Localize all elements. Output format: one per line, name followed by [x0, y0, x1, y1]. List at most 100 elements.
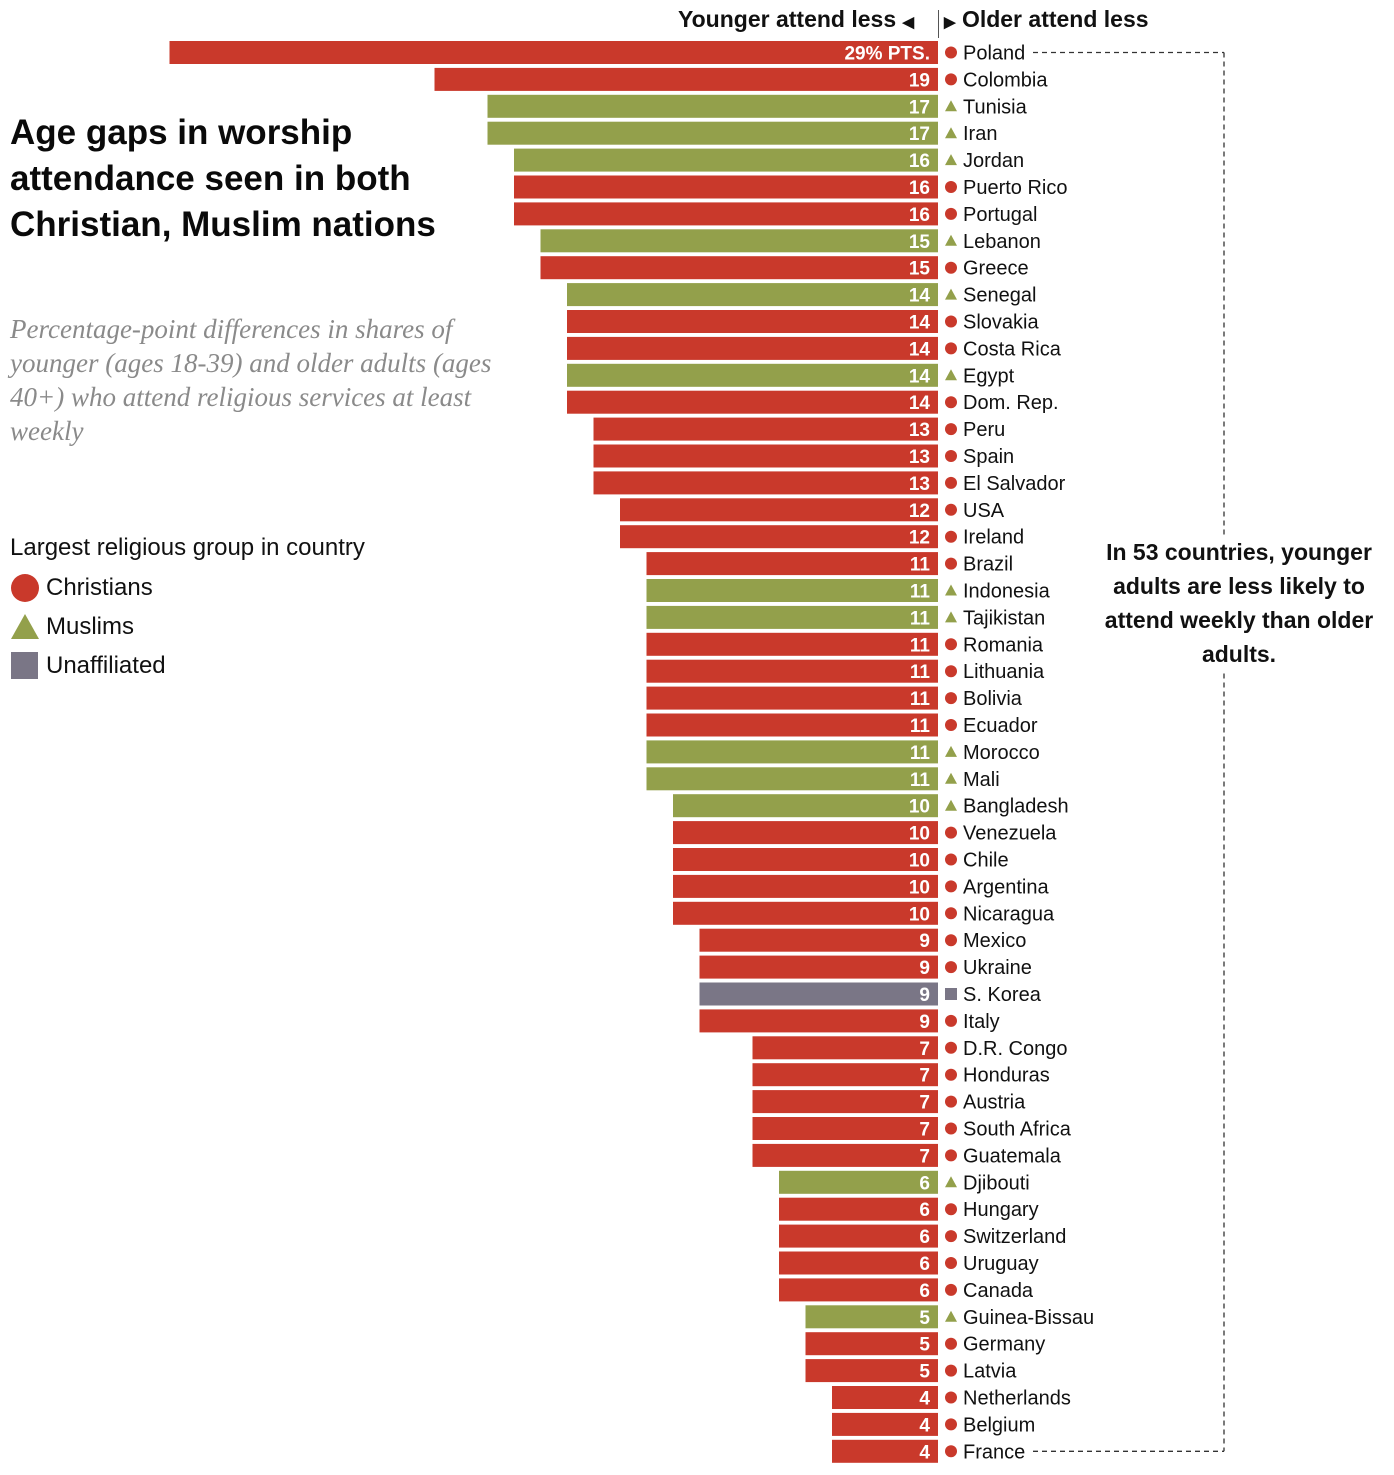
- value-label: 9: [919, 985, 930, 1006]
- bar: [620, 525, 938, 549]
- country-label: Spain: [963, 446, 1014, 468]
- legend: Largest religious group in country Chris…: [10, 534, 365, 685]
- country-label: Colombia: [963, 69, 1048, 91]
- annotation: In 53 countries, younger adults are less…: [1086, 535, 1392, 671]
- bar: [779, 1224, 938, 1248]
- christian-marker: [945, 853, 957, 866]
- muslim-marker: [945, 799, 957, 811]
- bar: [487, 121, 938, 145]
- value-label: 11: [910, 635, 931, 656]
- bar: [169, 41, 938, 64]
- christian-marker: [945, 423, 957, 436]
- bar: [514, 202, 938, 226]
- country-label: Lebanon: [963, 231, 1041, 253]
- country-label: Venezuela: [963, 823, 1057, 845]
- country-label: Jordan: [963, 150, 1024, 172]
- country-label: Nicaragua: [963, 903, 1055, 925]
- country-label: Brazil: [963, 554, 1013, 576]
- country-label: Bangladesh: [963, 796, 1069, 818]
- christian-marker: [945, 476, 957, 489]
- muslim-marker: [945, 234, 957, 246]
- bar: [646, 579, 938, 602]
- value-label: 5: [919, 1362, 930, 1383]
- circle-icon: [10, 573, 40, 603]
- bar: [673, 848, 938, 871]
- christian-marker: [945, 73, 957, 86]
- value-label: 9: [919, 958, 930, 979]
- value-label: 13: [909, 474, 930, 495]
- country-label: Djibouti: [963, 1172, 1030, 1194]
- value-label: 4: [919, 1389, 930, 1410]
- value-label: 9: [919, 931, 930, 952]
- bar: [646, 659, 938, 683]
- bar: [673, 901, 938, 925]
- country-label: Portugal: [963, 204, 1038, 226]
- chart-subtitle: Percentage-point differences in shares o…: [10, 314, 492, 446]
- value-label: 6: [919, 1200, 930, 1221]
- muslim-marker: [945, 1176, 957, 1188]
- christian-marker: [945, 1391, 957, 1404]
- christian-marker: [945, 907, 957, 920]
- value-label: 17: [909, 124, 930, 145]
- value-label: 4: [919, 1442, 930, 1463]
- christian-marker: [945, 342, 957, 355]
- christian-marker: [945, 1364, 957, 1377]
- christian-marker: [945, 503, 957, 516]
- bar: [699, 955, 938, 979]
- value-label: 15: [909, 232, 931, 253]
- christian-marker: [945, 1068, 957, 1081]
- country-label: Ireland: [963, 527, 1024, 549]
- bar: [752, 1090, 938, 1114]
- bar: [699, 928, 938, 952]
- value-label: 14: [909, 286, 931, 307]
- value-label: 12: [909, 501, 930, 522]
- bar: [567, 310, 938, 333]
- legend-item-muslims: Muslims: [10, 607, 365, 646]
- value-label: 7: [919, 1146, 930, 1167]
- christian-marker: [945, 530, 957, 543]
- bar: [832, 1386, 938, 1409]
- bar: [540, 229, 938, 253]
- bar: [673, 874, 938, 898]
- value-label: 10: [909, 824, 930, 845]
- bar: [779, 1251, 938, 1275]
- legend-item-unaffiliated: Unaffiliated: [10, 646, 365, 685]
- value-label: 10: [909, 851, 930, 872]
- muslim-marker: [945, 772, 957, 784]
- country-label: Belgium: [963, 1414, 1035, 1436]
- christian-marker: [945, 719, 957, 731]
- bar: [646, 605, 938, 629]
- bar: [805, 1332, 938, 1356]
- country-label: Chile: [963, 850, 1009, 872]
- legend-label: Christians: [46, 573, 153, 601]
- bar: [567, 390, 938, 414]
- country-label: Latvia: [963, 1361, 1017, 1383]
- country-label: Italy: [963, 1011, 1000, 1033]
- christian-marker: [945, 1095, 957, 1108]
- square-icon: [10, 651, 40, 681]
- legend-item-christians: Christians: [10, 568, 365, 607]
- value-label: 6: [919, 1173, 930, 1194]
- value-label: 11: [910, 662, 931, 683]
- christian-marker: [945, 181, 957, 193]
- country-label: Uruguay: [963, 1253, 1039, 1275]
- country-label: France: [963, 1441, 1025, 1463]
- value-label: 14: [909, 366, 931, 387]
- value-label: 15: [909, 259, 931, 280]
- value-label: 14: [909, 393, 931, 414]
- bar: [832, 1439, 938, 1463]
- country-label: Dom. Rep.: [963, 392, 1059, 414]
- christian-marker: [945, 638, 957, 651]
- country-label: Switzerland: [963, 1226, 1066, 1248]
- christian-marker: [945, 1418, 957, 1431]
- country-label: Senegal: [963, 285, 1036, 307]
- country-label: El Salvador: [963, 473, 1066, 495]
- bar: [646, 632, 938, 656]
- bar: [779, 1278, 938, 1302]
- country-label: USA: [963, 500, 1005, 522]
- bar: [699, 982, 938, 1006]
- country-label: Tunisia: [963, 96, 1028, 118]
- country-label: South Africa: [963, 1119, 1072, 1141]
- christian-marker: [945, 961, 957, 974]
